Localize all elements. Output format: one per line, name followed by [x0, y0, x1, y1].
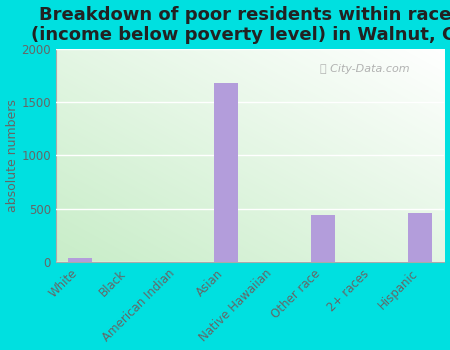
Bar — [311, 215, 335, 262]
Title: Breakdown of poor residents within races
(income below poverty level) in Walnut,: Breakdown of poor residents within races… — [31, 6, 450, 44]
Bar — [408, 213, 432, 262]
Bar — [68, 258, 92, 262]
Bar — [214, 83, 238, 262]
Text: ⓘ City-Data.com: ⓘ City-Data.com — [320, 64, 410, 74]
Y-axis label: absolute numbers: absolute numbers — [5, 99, 18, 212]
